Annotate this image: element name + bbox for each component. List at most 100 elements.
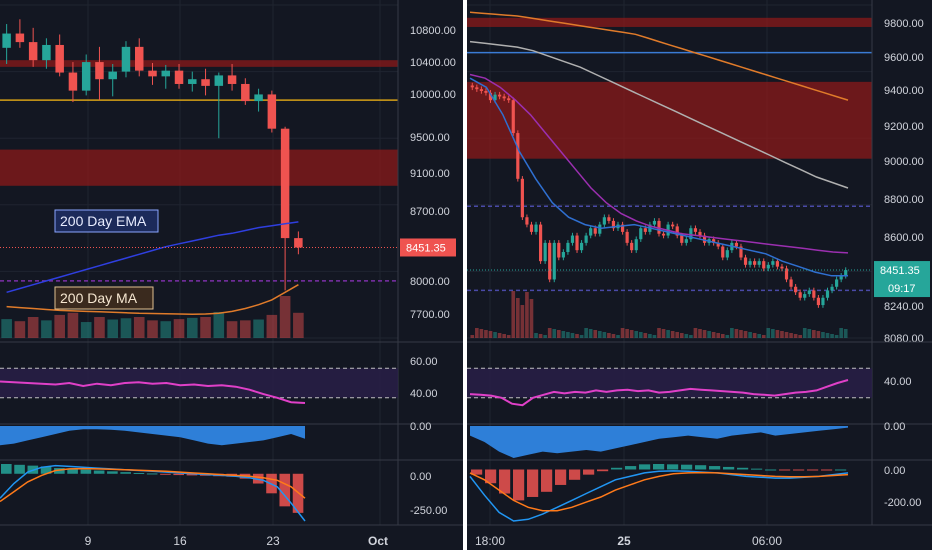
candle[interactable] [748,261,752,265]
left-chart-panel[interactable]: 200 Day EMA 200 Day MA 10800.00 10400.00 100… [0,0,463,550]
candle[interactable] [693,228,698,232]
candle[interactable] [825,290,830,298]
candle[interactable] [657,220,661,234]
candle[interactable] [161,70,171,77]
candle[interactable] [762,261,766,269]
candle[interactable] [201,79,210,86]
candle[interactable] [712,239,716,243]
candle[interactable] [589,228,593,236]
candle[interactable] [721,246,725,258]
candle[interactable] [643,228,647,232]
candle[interactable] [775,261,780,267]
candle[interactable] [734,242,739,247]
candle[interactable] [498,94,502,97]
candle[interactable] [570,235,575,243]
candle[interactable] [42,44,51,61]
candle[interactable] [789,279,793,287]
candle[interactable] [816,297,820,306]
candle[interactable] [529,224,534,232]
candle[interactable] [174,70,184,84]
candle[interactable] [702,235,707,243]
candle[interactable] [294,238,303,248]
candle[interactable] [575,235,579,251]
candle[interactable] [803,294,807,298]
candle[interactable] [584,235,588,243]
candle[interactable] [753,261,757,265]
candle[interactable] [520,178,524,218]
candle[interactable] [739,246,743,258]
candle[interactable] [488,92,493,101]
candle[interactable] [698,231,702,236]
candle[interactable] [784,268,789,280]
candle[interactable] [680,235,684,243]
candle[interactable] [830,286,834,291]
candle[interactable] [254,94,263,102]
candle[interactable] [771,261,775,265]
candle[interactable] [689,228,693,240]
candle[interactable] [538,224,543,262]
candle[interactable] [134,46,144,71]
candle[interactable] [844,270,848,276]
candle[interactable] [807,290,811,295]
candle[interactable] [602,217,606,225]
candle[interactable] [55,44,64,73]
panel-divider[interactable] [463,0,467,550]
candle[interactable] [188,79,197,84]
candle[interactable] [630,242,634,251]
candle[interactable] [267,94,277,129]
candle[interactable] [525,217,529,225]
candle[interactable] [484,90,488,93]
candle[interactable] [148,70,157,77]
candle[interactable] [661,233,666,236]
candle[interactable] [757,261,761,265]
right-chart-panel[interactable]: 9800.00 9600.00 9400.00 9200.00 9000.00 8800.… [467,0,932,550]
candle[interactable] [598,224,602,234]
candle[interactable] [716,242,720,247]
candle[interactable] [516,133,520,179]
candle[interactable] [502,96,506,99]
candle[interactable] [68,72,78,91]
candle[interactable] [639,228,643,240]
candle[interactable] [557,242,561,258]
candle[interactable] [507,98,511,101]
candle[interactable] [652,220,657,225]
candle[interactable] [479,89,483,91]
candle[interactable] [493,94,497,101]
candle[interactable] [227,75,237,84]
candle[interactable] [798,292,802,298]
candle[interactable] [812,290,816,298]
candle[interactable] [579,242,584,251]
candle[interactable] [511,100,515,134]
candle[interactable] [475,87,479,90]
candle[interactable] [2,33,11,48]
candle[interactable] [214,75,224,86]
candle[interactable] [611,220,616,229]
candle[interactable] [548,242,552,280]
candle[interactable] [725,250,729,258]
candle[interactable] [835,279,839,287]
candle[interactable] [280,128,290,239]
candle[interactable] [607,217,611,221]
candle[interactable] [634,239,638,251]
candle[interactable] [675,226,679,236]
candle[interactable] [543,242,547,262]
candle[interactable] [566,242,570,253]
candle[interactable] [81,62,91,91]
candle[interactable] [28,42,38,61]
candle[interactable] [684,239,688,243]
candle[interactable] [561,252,565,258]
candle[interactable] [780,266,784,269]
candle[interactable] [241,83,250,102]
candle[interactable] [671,224,675,227]
candle[interactable] [593,228,597,234]
candle[interactable] [821,297,825,306]
candle[interactable] [552,242,556,280]
candle[interactable] [95,62,104,80]
candle[interactable] [794,286,798,293]
candle[interactable] [625,231,629,243]
candle[interactable] [108,71,117,80]
candle[interactable] [620,224,625,232]
candle[interactable] [121,46,131,72]
candle[interactable] [15,33,25,43]
candle[interactable] [470,85,474,88]
